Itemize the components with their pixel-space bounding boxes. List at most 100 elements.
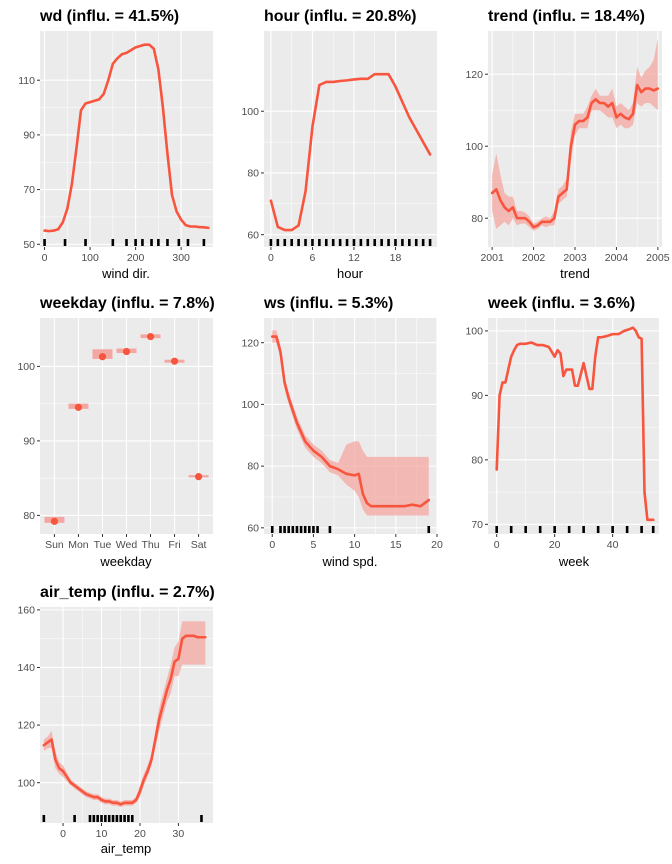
y-tick-label: 80	[471, 454, 483, 466]
rug-mark	[316, 526, 319, 533]
y-tick-label: 100	[17, 361, 35, 373]
panel-title: weekday (influ. = 7.8%)	[39, 295, 215, 312]
y-tick-label: 70	[471, 519, 483, 531]
confidence-band	[43, 621, 206, 808]
rug-mark	[92, 815, 96, 822]
confidence-band	[492, 38, 658, 231]
y-tick-label: 50	[23, 239, 35, 251]
y-tick-label: 90	[23, 129, 35, 141]
rug-mark	[43, 239, 46, 246]
x-tick-label: 2001	[480, 252, 504, 264]
rug-mark	[270, 526, 274, 533]
y-tick-label: 90	[23, 435, 35, 447]
effect-line	[490, 83, 660, 229]
x-tick-label: Tue	[94, 539, 112, 551]
x-tick-label: 6	[310, 252, 316, 264]
y-tick-label: 100	[465, 325, 483, 337]
minor-grid	[488, 318, 659, 534]
rug-mark	[408, 239, 411, 246]
rug-mark	[640, 526, 643, 533]
panel-air-temp: air_temp (influ. = 2.7%) air_temp 100120…	[17, 584, 214, 856]
plot-area-wd: 50 70 90 110 0 100 200 300	[18, 31, 213, 264]
data-point	[194, 473, 203, 481]
rug-marks	[495, 526, 655, 533]
panel-title: week (influ. = 3.6%)	[487, 295, 635, 312]
y-tick-label: 120	[241, 337, 259, 349]
x-tick-label: Wed	[116, 539, 138, 551]
rug-mark	[130, 815, 134, 822]
rug-mark	[401, 239, 404, 246]
x-tick-label: 2004	[605, 252, 629, 264]
rug-mark	[290, 239, 293, 246]
rug-mark	[279, 526, 282, 533]
x-tick-label: 0	[60, 828, 66, 840]
rug-mark	[611, 526, 614, 533]
data-point	[170, 357, 179, 365]
rug-mark	[509, 526, 513, 533]
y-tick-label: 70	[23, 184, 35, 196]
rug-mark	[84, 239, 87, 246]
y-tick-label: 90	[471, 390, 483, 402]
x-tick-label: 300	[172, 252, 190, 264]
x-axis-label: week	[558, 554, 590, 569]
effect-line	[42, 634, 207, 806]
x-axis-label: wind dir.	[101, 266, 150, 281]
rug-mark	[331, 239, 335, 246]
rug-marks	[269, 239, 432, 246]
rug-mark	[73, 815, 76, 822]
y-tick-label: 100	[465, 141, 483, 153]
x-tick-label: 40	[607, 539, 619, 551]
y-tick-label: 60	[247, 229, 259, 241]
rug-mark	[283, 526, 286, 533]
rug-mark	[366, 239, 370, 246]
x-tick-label: 18	[390, 252, 402, 264]
major-grid	[264, 31, 437, 247]
rug-mark	[324, 239, 328, 246]
data-point	[74, 403, 83, 411]
plot-area-weekday: 80 90 100 Sun Mon Tue Wed Thu Fri Sat	[17, 318, 213, 551]
rug-mark	[291, 526, 295, 533]
plot-area-hour: 60 80 100 0 6 12 18	[241, 31, 437, 264]
rug-mark	[427, 526, 431, 533]
rug-mark	[157, 239, 160, 246]
rug-mark	[283, 239, 287, 246]
data-point	[50, 517, 59, 525]
x-tick-label: 0	[494, 539, 500, 551]
rug-mark	[414, 239, 418, 246]
data-point	[98, 353, 107, 361]
y-tick-label: 80	[471, 213, 483, 225]
y-tick-label: 80	[23, 510, 35, 522]
x-tick-label: 20	[134, 828, 146, 840]
x-tick-label: 2003	[563, 252, 587, 264]
rug-mark	[127, 815, 130, 822]
minor-grid	[40, 607, 213, 823]
x-tick-label: 20	[431, 539, 443, 551]
panel-title: hour (influ. = 20.8%)	[264, 8, 416, 25]
minor-grid	[264, 31, 437, 247]
y-tick-label: 80	[247, 461, 259, 473]
rug-mark	[524, 526, 527, 533]
panel-week: week (influ. = 3.6%) week 70 80 90 100 0 20 40	[465, 295, 659, 569]
x-tick-label: 0	[268, 252, 274, 264]
x-tick-label: 10	[96, 828, 108, 840]
rug-mark	[141, 239, 144, 246]
rug-mark	[380, 239, 383, 246]
rug-mark	[538, 526, 542, 533]
plot-area-week: 70 80 90 100 0 20 40	[465, 318, 659, 551]
rug-mark	[359, 239, 363, 246]
x-axis-label: weekday	[99, 554, 152, 569]
panel-title: air_temp (influ. = 2.7%)	[40, 584, 215, 601]
rug-mark	[567, 526, 571, 533]
rug-mark	[119, 815, 123, 822]
plot-area-air-temp: 100 120 140 160 0 10 20 30	[17, 604, 213, 840]
panel-title: wd (influ. = 41.5%)	[39, 8, 179, 25]
minor-grid	[40, 31, 213, 247]
y-tick-label: 100	[241, 106, 259, 118]
rug-mark	[276, 239, 280, 246]
x-tick-label: 2002	[522, 252, 546, 264]
rug-mark	[125, 239, 128, 246]
rug-mark	[186, 239, 190, 246]
panel-background	[40, 31, 213, 247]
x-axis-label: wind spd.	[322, 554, 378, 569]
